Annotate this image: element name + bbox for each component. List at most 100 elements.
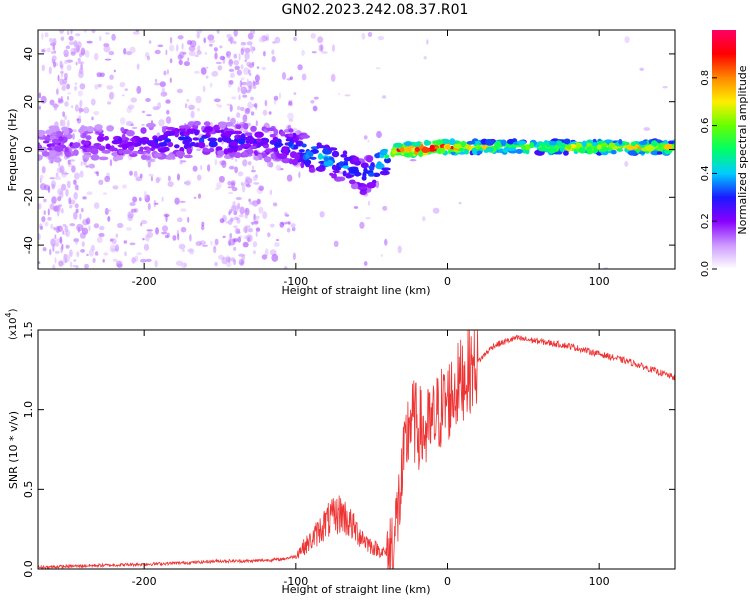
spectrogram-noise-mark — [93, 52, 99, 61]
spectrogram-noise-mark — [222, 235, 226, 239]
spectrogram-noise-mark — [91, 30, 96, 34]
spectrogram-ridge-mark — [638, 140, 648, 145]
spectrogram-noise-mark — [84, 50, 90, 58]
spectrogram-noise-mark — [177, 217, 183, 223]
spectrogram-ridge-mark — [86, 126, 95, 132]
spectrogram-noise-mark — [251, 61, 255, 66]
spectrogram-noise-mark — [301, 73, 307, 81]
spectrogram-noise-mark — [58, 260, 64, 267]
spectrogram-noise-mark — [130, 97, 138, 103]
spectrogram-noise-mark — [69, 223, 76, 227]
spectrogram-noise-mark — [78, 115, 82, 120]
spectrogram-noise-mark — [213, 246, 217, 254]
spectrogram-noise-mark — [66, 64, 72, 71]
spectrogram-noise-mark — [231, 181, 236, 188]
spectrogram-noise-mark — [119, 117, 126, 125]
spectrogram-noise-mark — [124, 88, 129, 91]
colorbar-ticks: 0.0 0.2 0.4 0.6 0.8 — [700, 70, 717, 277]
spectrogram-ridge-mark — [436, 139, 443, 145]
spectrogram-noise-mark — [73, 47, 78, 54]
spectrogram-noise-mark — [122, 184, 127, 189]
spectrogram-noise-mark — [367, 32, 373, 37]
spectrogram-noise-mark — [244, 52, 250, 60]
spectrogram-ridge-point — [187, 137, 193, 143]
spectrogram-noise-mark — [54, 176, 62, 180]
colorbar-label: Normalized spectral amplitude — [736, 65, 749, 234]
spectrogram-noise-mark — [147, 161, 151, 168]
spectrogram-noise-mark — [283, 266, 288, 269]
figure-title: GN02.2023.242.08.37.R01 — [281, 2, 469, 18]
snr-x-label: Height of straight line (km) — [281, 583, 430, 596]
spectrogram-ridge-point — [361, 175, 367, 181]
spectrogram-noise-mark — [247, 177, 253, 183]
spectrogram-noise-mark — [206, 66, 209, 69]
spectrogram-noise-mark — [240, 48, 244, 56]
spectrogram-noise-mark — [75, 33, 81, 37]
spectrogram-ridge-point — [81, 139, 86, 145]
spectrogram-noise-mark — [54, 257, 57, 264]
spectrogram-ridge-mark — [300, 134, 311, 139]
spectrogram-noise-mark — [154, 260, 158, 268]
spectrogram-ridge-mark — [560, 142, 566, 148]
x-tick-label: -200 — [132, 575, 157, 588]
spectrogram-ridge-mark — [332, 170, 340, 174]
spectrogram-noise-mark — [83, 107, 90, 114]
spectrogram-noise-mark — [96, 236, 103, 243]
colorbar-tick-label: 0.8 — [700, 70, 711, 86]
spectrogram-ridge-mark — [101, 149, 111, 154]
spectrogram-noise-mark — [52, 226, 56, 231]
spectrogram-ridge-mark — [308, 168, 315, 173]
colorbar-tick-label: 0.2 — [700, 213, 711, 229]
spectrogram-noise-mark — [75, 208, 79, 214]
spectrogram-noise-mark — [195, 95, 202, 104]
snr-frame — [37, 329, 676, 570]
spectrogram-ridge-mark — [98, 133, 105, 137]
spectrogram-noise-mark — [193, 196, 197, 199]
snr-y-multiplier: (x104) — [4, 308, 19, 340]
spectrogram-noise-mark — [77, 57, 81, 63]
x-tick-label: 100 — [589, 575, 610, 588]
spectrogram-noise-mark — [70, 30, 73, 35]
spectrogram-noise-mark — [76, 41, 82, 49]
colorbar-tick-label: 0.6 — [700, 118, 711, 134]
spectrogram-noise-mark — [56, 210, 60, 217]
spectrogram-noise-mark — [144, 234, 148, 241]
snr-y-ticks: 0.0 0.5 1.0 1.5 — [22, 321, 675, 578]
spectrogram-noise-mark — [140, 258, 147, 263]
spectrogram-noise-mark — [287, 112, 294, 121]
spectrogram-noise-mark — [207, 34, 215, 41]
spectrogram-ridge-mark — [381, 167, 391, 171]
spectrogram-ridge-mark — [342, 165, 350, 169]
spectrogram-noise-mark — [148, 173, 154, 177]
spectrogram-noise-mark — [202, 244, 209, 247]
spectrogram-noise-mark — [228, 237, 232, 243]
spectrogram-ridge-point — [384, 154, 390, 160]
spectrogram-ridge-mark — [608, 142, 616, 149]
spectrogram-noise-mark — [426, 39, 429, 45]
spectrogram-ridge-mark — [105, 143, 111, 150]
spectrogram-noise-mark — [247, 101, 253, 110]
spectrogram-ridge-mark — [115, 155, 124, 161]
spectrogram-noise-mark — [61, 71, 64, 78]
spectrogram-ridge-mark — [240, 133, 246, 140]
spectrogram-noise-mark — [298, 171, 301, 179]
spectrogram-ridge-mark — [204, 126, 213, 133]
spectrogram-noise-mark — [333, 240, 339, 247]
spectrogram-noise-mark — [255, 215, 260, 220]
spectrogram-noise-mark — [361, 32, 366, 40]
spectrogram-noise-mark — [98, 179, 104, 185]
spectrogram-ridge-mark — [97, 135, 105, 142]
spectrogram-noise-mark — [77, 90, 83, 97]
spectrogram-ridge-mark — [145, 122, 156, 128]
spectrogram-noise-mark — [229, 232, 233, 239]
spectrogram-x-ticks: -200 -100 0 100 — [132, 30, 610, 288]
spectrogram-noise-mark — [103, 252, 109, 256]
spectrogram-noise-mark — [180, 208, 187, 212]
spectrogram-ridge-mark — [298, 149, 305, 153]
spectrogram-noise-mark — [381, 95, 387, 99]
spectrogram-noise-mark — [129, 46, 136, 54]
spectrogram-noise-mark — [244, 207, 250, 216]
spectrogram-ridge-mark — [158, 134, 168, 141]
spectrogram-noise-mark — [54, 242, 60, 247]
